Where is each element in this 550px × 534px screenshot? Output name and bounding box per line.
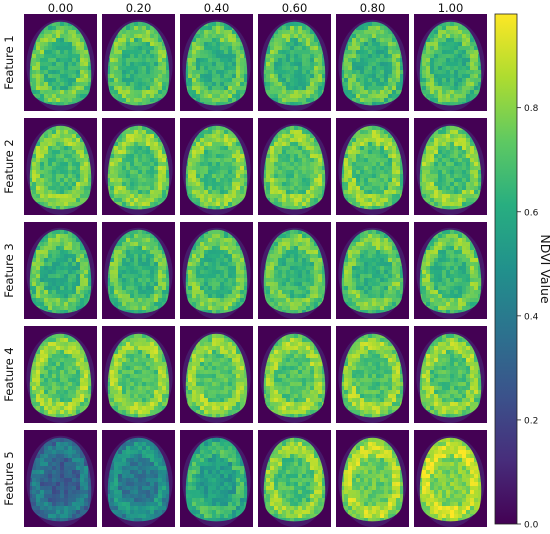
- heatmap-panel: [414, 118, 487, 216]
- heatmap-panel: [414, 326, 487, 424]
- row-label: Feature 3: [2, 243, 16, 297]
- row-label: Feature 5: [2, 451, 16, 505]
- heatmap-panel: [24, 222, 97, 320]
- colorbar-gradient: [494, 13, 518, 525]
- heatmap-panel: [24, 430, 97, 528]
- column-labels: 0.00 0.20 0.40 0.60 0.80 1.00: [48, 1, 464, 15]
- heatmap-panel: [102, 430, 175, 528]
- column-label: 0.20: [126, 1, 152, 15]
- heatmap-panel: [180, 326, 253, 424]
- heatmap-panel: [414, 430, 487, 528]
- column-label: 0.00: [48, 1, 74, 15]
- column-label: 0.80: [360, 1, 386, 15]
- colorbar-ticks: 0.0 0.2 0.4 0.6 0.8: [517, 104, 539, 531]
- heatmap-panel: [180, 430, 253, 528]
- heatmap-panel: [180, 118, 253, 216]
- colorbar-tick-label: 0.8: [524, 104, 539, 114]
- heatmap-panel: [336, 326, 409, 424]
- colorbar-tick-label: 0.6: [524, 208, 539, 218]
- heatmap-panel: [180, 14, 253, 112]
- heatmap-panel: [258, 14, 331, 112]
- heatmap-panel: [24, 14, 97, 112]
- heatmap-panel: [102, 118, 175, 216]
- heatmap-panel: [414, 222, 487, 320]
- heatmap-panel: [102, 326, 175, 424]
- colorbar-label: NDVI Value: [538, 234, 550, 304]
- heatmap-panel: [102, 14, 175, 112]
- heatmap-panel: [258, 430, 331, 528]
- row-label: Feature 2: [2, 139, 16, 193]
- heatmap-panel: [336, 222, 409, 320]
- row-label: Feature 1: [2, 35, 16, 89]
- heatmap-panel: [414, 14, 487, 112]
- column-label: 1.00: [438, 1, 464, 15]
- heatmap-panel: [336, 430, 409, 528]
- column-label: 0.40: [204, 1, 230, 15]
- colorbar: 0.0 0.2 0.4 0.6 0.8 NDVI Value: [494, 13, 550, 531]
- heatmap-panel: [24, 326, 97, 424]
- column-label: 0.60: [282, 1, 308, 15]
- row-labels: Feature 1 Feature 2 Feature 3 Feature 4 Feat…: [2, 35, 16, 505]
- heatmap-panel: [180, 222, 253, 320]
- heatmap-panel: [336, 118, 409, 216]
- heatmap-panel: [336, 14, 409, 112]
- colorbar-tick-label: 0.0: [524, 521, 539, 531]
- heatmap-panel: [258, 118, 331, 216]
- colorbar-tick-label: 0.4: [524, 312, 539, 322]
- heatmap-panel: [24, 118, 97, 216]
- colorbar-tick-label: 0.2: [524, 416, 538, 426]
- row-label: Feature 4: [2, 347, 16, 401]
- heatmap-panel: [102, 222, 175, 320]
- panel-grid: [24, 14, 487, 528]
- heatmap-panel: [258, 222, 331, 320]
- heatmap-panel: [258, 326, 331, 424]
